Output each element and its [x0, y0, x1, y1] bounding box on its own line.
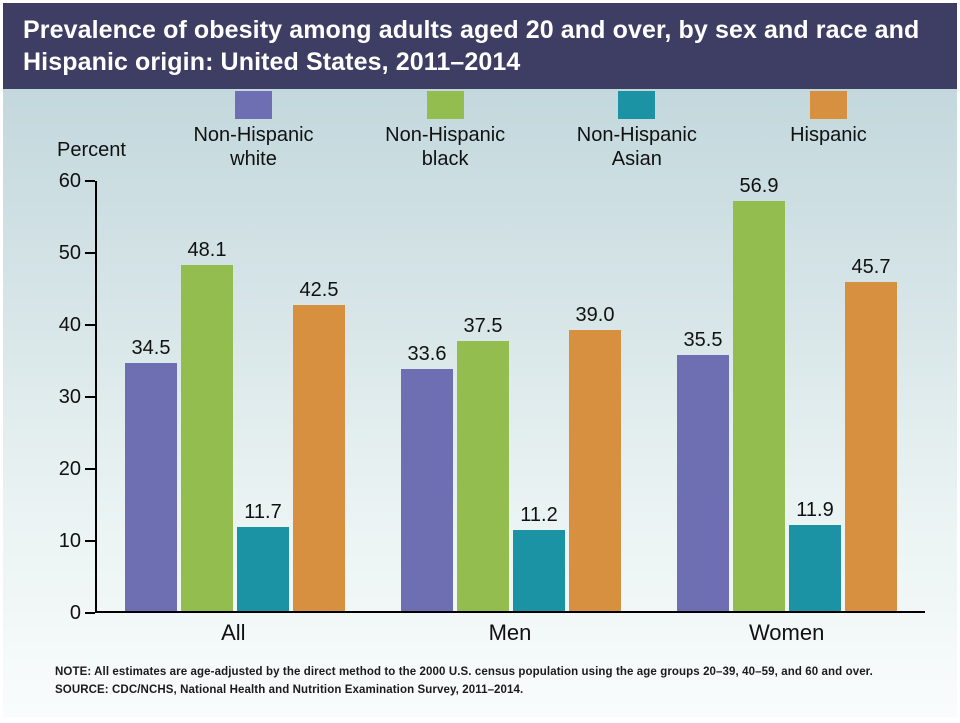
y-tick-mark: [85, 180, 95, 182]
legend-label: Non-Hispanic Asian: [576, 124, 697, 170]
bar-value-label: 35.5: [683, 329, 723, 352]
bar-non-hispanic-white-men: [401, 369, 453, 611]
bar-value-label: 48.1: [187, 238, 227, 261]
chart-title: Prevalence of obesity among adults aged …: [23, 16, 920, 76]
legend-swatch-icon: [235, 91, 272, 119]
x-axis-labels: All Men Women: [95, 620, 925, 646]
bar-non-hispanic-black-women: [733, 201, 785, 611]
bar-value-label: 34.5: [131, 336, 171, 359]
note-text: NOTE: All estimates are age-adjusted by …: [55, 666, 873, 678]
legend-item-4: Hispanic: [736, 91, 921, 171]
bar-value-label: 56.9: [739, 175, 779, 198]
x-axis-label-women: Women: [748, 620, 825, 645]
y-tick-label: 40: [58, 314, 81, 336]
title-bar: Prevalence of obesity among adults aged …: [3, 3, 957, 89]
bar-cell: 56.9: [733, 175, 785, 611]
x-axis-label-all: All: [221, 620, 246, 645]
y-tick-mark: [85, 540, 95, 542]
bar-value-label: 45.7: [851, 255, 891, 278]
bar-cell: 11.2: [513, 504, 565, 611]
source-text: SOURCE: CDC/NCHS, National Health and Nu…: [55, 684, 524, 696]
bar-cell: 33.6: [401, 343, 453, 611]
chart-area: Non-Hispanic white Non-Hispanic black Non-…: [3, 89, 957, 717]
bar-non-hispanic-asian-women: [789, 525, 841, 611]
bar-value-label: 33.6: [407, 343, 447, 366]
bar-value-label: 37.5: [463, 315, 503, 337]
bar-value-label: 11.2: [520, 504, 558, 527]
y-tick-mark: [85, 612, 95, 614]
bar-cell: 11.7: [237, 501, 289, 611]
legend-item-1: Non-Hispanic white: [161, 91, 346, 171]
bar-cell: 35.5: [677, 329, 729, 611]
legend-label: Non-Hispanic white: [193, 124, 314, 170]
legend-item-2: Non-Hispanic black: [353, 91, 538, 171]
bar-non-hispanic-white-all: [125, 362, 177, 611]
y-tick-label: 60: [58, 170, 81, 192]
bar-value-label: 11.7: [244, 500, 282, 523]
bar-group-women: 35.5 56.9 11.9 45.7: [677, 175, 897, 611]
bar-hispanic-men: [569, 330, 621, 611]
legend-item-3: Non-Hispanic Asian: [544, 91, 729, 171]
y-tick-label: 20: [58, 458, 81, 480]
bar-non-hispanic-asian-men: [513, 530, 565, 611]
bar-groups: 34.5 48.1 11.7 42.5 33.6 37.5 11.2 39.0 35.5 56.9…: [97, 175, 925, 611]
legend-label: Hispanic: [790, 124, 867, 146]
bar-value-label: 39.0: [575, 304, 615, 327]
bar-cell: 42.5: [293, 279, 345, 611]
bar-hispanic-women: [845, 281, 897, 611]
legend-label: Non-Hispanic black: [385, 124, 506, 170]
legend-swatch-icon: [618, 91, 656, 119]
x-axis-label-men: Men: [488, 620, 532, 645]
bar-value-label: 42.5: [299, 279, 339, 301]
bar-cell: 48.1: [181, 239, 233, 611]
y-axis-title: Percent: [57, 139, 126, 161]
bar-non-hispanic-white-women: [677, 355, 729, 611]
legend-swatch-icon: [426, 91, 464, 119]
y-tick-mark: [85, 468, 95, 470]
y-tick-label: 0: [69, 602, 81, 624]
plot-area: 0 10 20 30 40 50 60 34.5 48.1 11.7 42.5 33.6 37.5 11…: [59, 170, 925, 624]
bar-cell: 37.5: [457, 315, 509, 611]
y-tick-mark: [85, 396, 95, 398]
bar-non-hispanic-black-men: [457, 341, 509, 611]
bar-cell: 11.9: [789, 499, 841, 611]
y-tick-label: 10: [58, 530, 81, 552]
bar-non-hispanic-black-all: [181, 264, 233, 611]
bar-group-men: 33.6 37.5 11.2 39.0: [401, 181, 621, 611]
y-tick-label: 50: [58, 242, 81, 264]
infographic: Prevalence of obesity among adults aged …: [3, 3, 957, 717]
bar-value-label: 11.9: [796, 499, 834, 522]
legend: Non-Hispanic white Non-Hispanic black Non-…: [161, 91, 921, 171]
y-tick-label: 30: [58, 386, 81, 408]
y-tick-mark: [85, 324, 95, 326]
bar-cell: 39.0: [569, 304, 621, 611]
bar-group-all: 34.5 48.1 11.7 42.5: [125, 181, 345, 611]
bar-cell: 45.7: [845, 256, 897, 611]
bar-non-hispanic-asian-all: [237, 526, 289, 611]
bar-hispanic-all: [293, 305, 345, 611]
y-tick-mark: [85, 252, 95, 254]
legend-swatch-icon: [809, 91, 847, 119]
bar-cell: 34.5: [125, 337, 177, 611]
